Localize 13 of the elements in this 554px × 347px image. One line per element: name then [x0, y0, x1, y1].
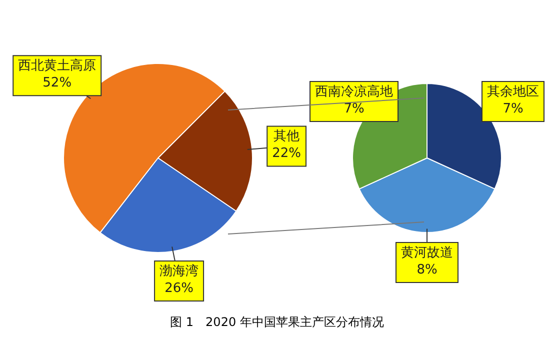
slice-label: 黄河故道 [401, 245, 453, 260]
slice-label: 渤海湾 [160, 262, 199, 279]
data-label: 7% [344, 101, 364, 116]
data-label: 26% [164, 280, 194, 296]
data-label: 7% [502, 101, 524, 116]
data-label: 8% [416, 262, 438, 278]
data-label: 52% [42, 76, 72, 91]
slice-label: 西南冷凉高地 [315, 83, 393, 100]
slice-label: 其他 [274, 129, 300, 144]
slice-label: 西北黄土高原 [18, 58, 96, 74]
slice-label: 其余地区 [487, 84, 539, 100]
data-label: 22% [272, 146, 302, 162]
caption: 图 1 2020 年中国苹果主产区分布情况 [169, 314, 385, 331]
